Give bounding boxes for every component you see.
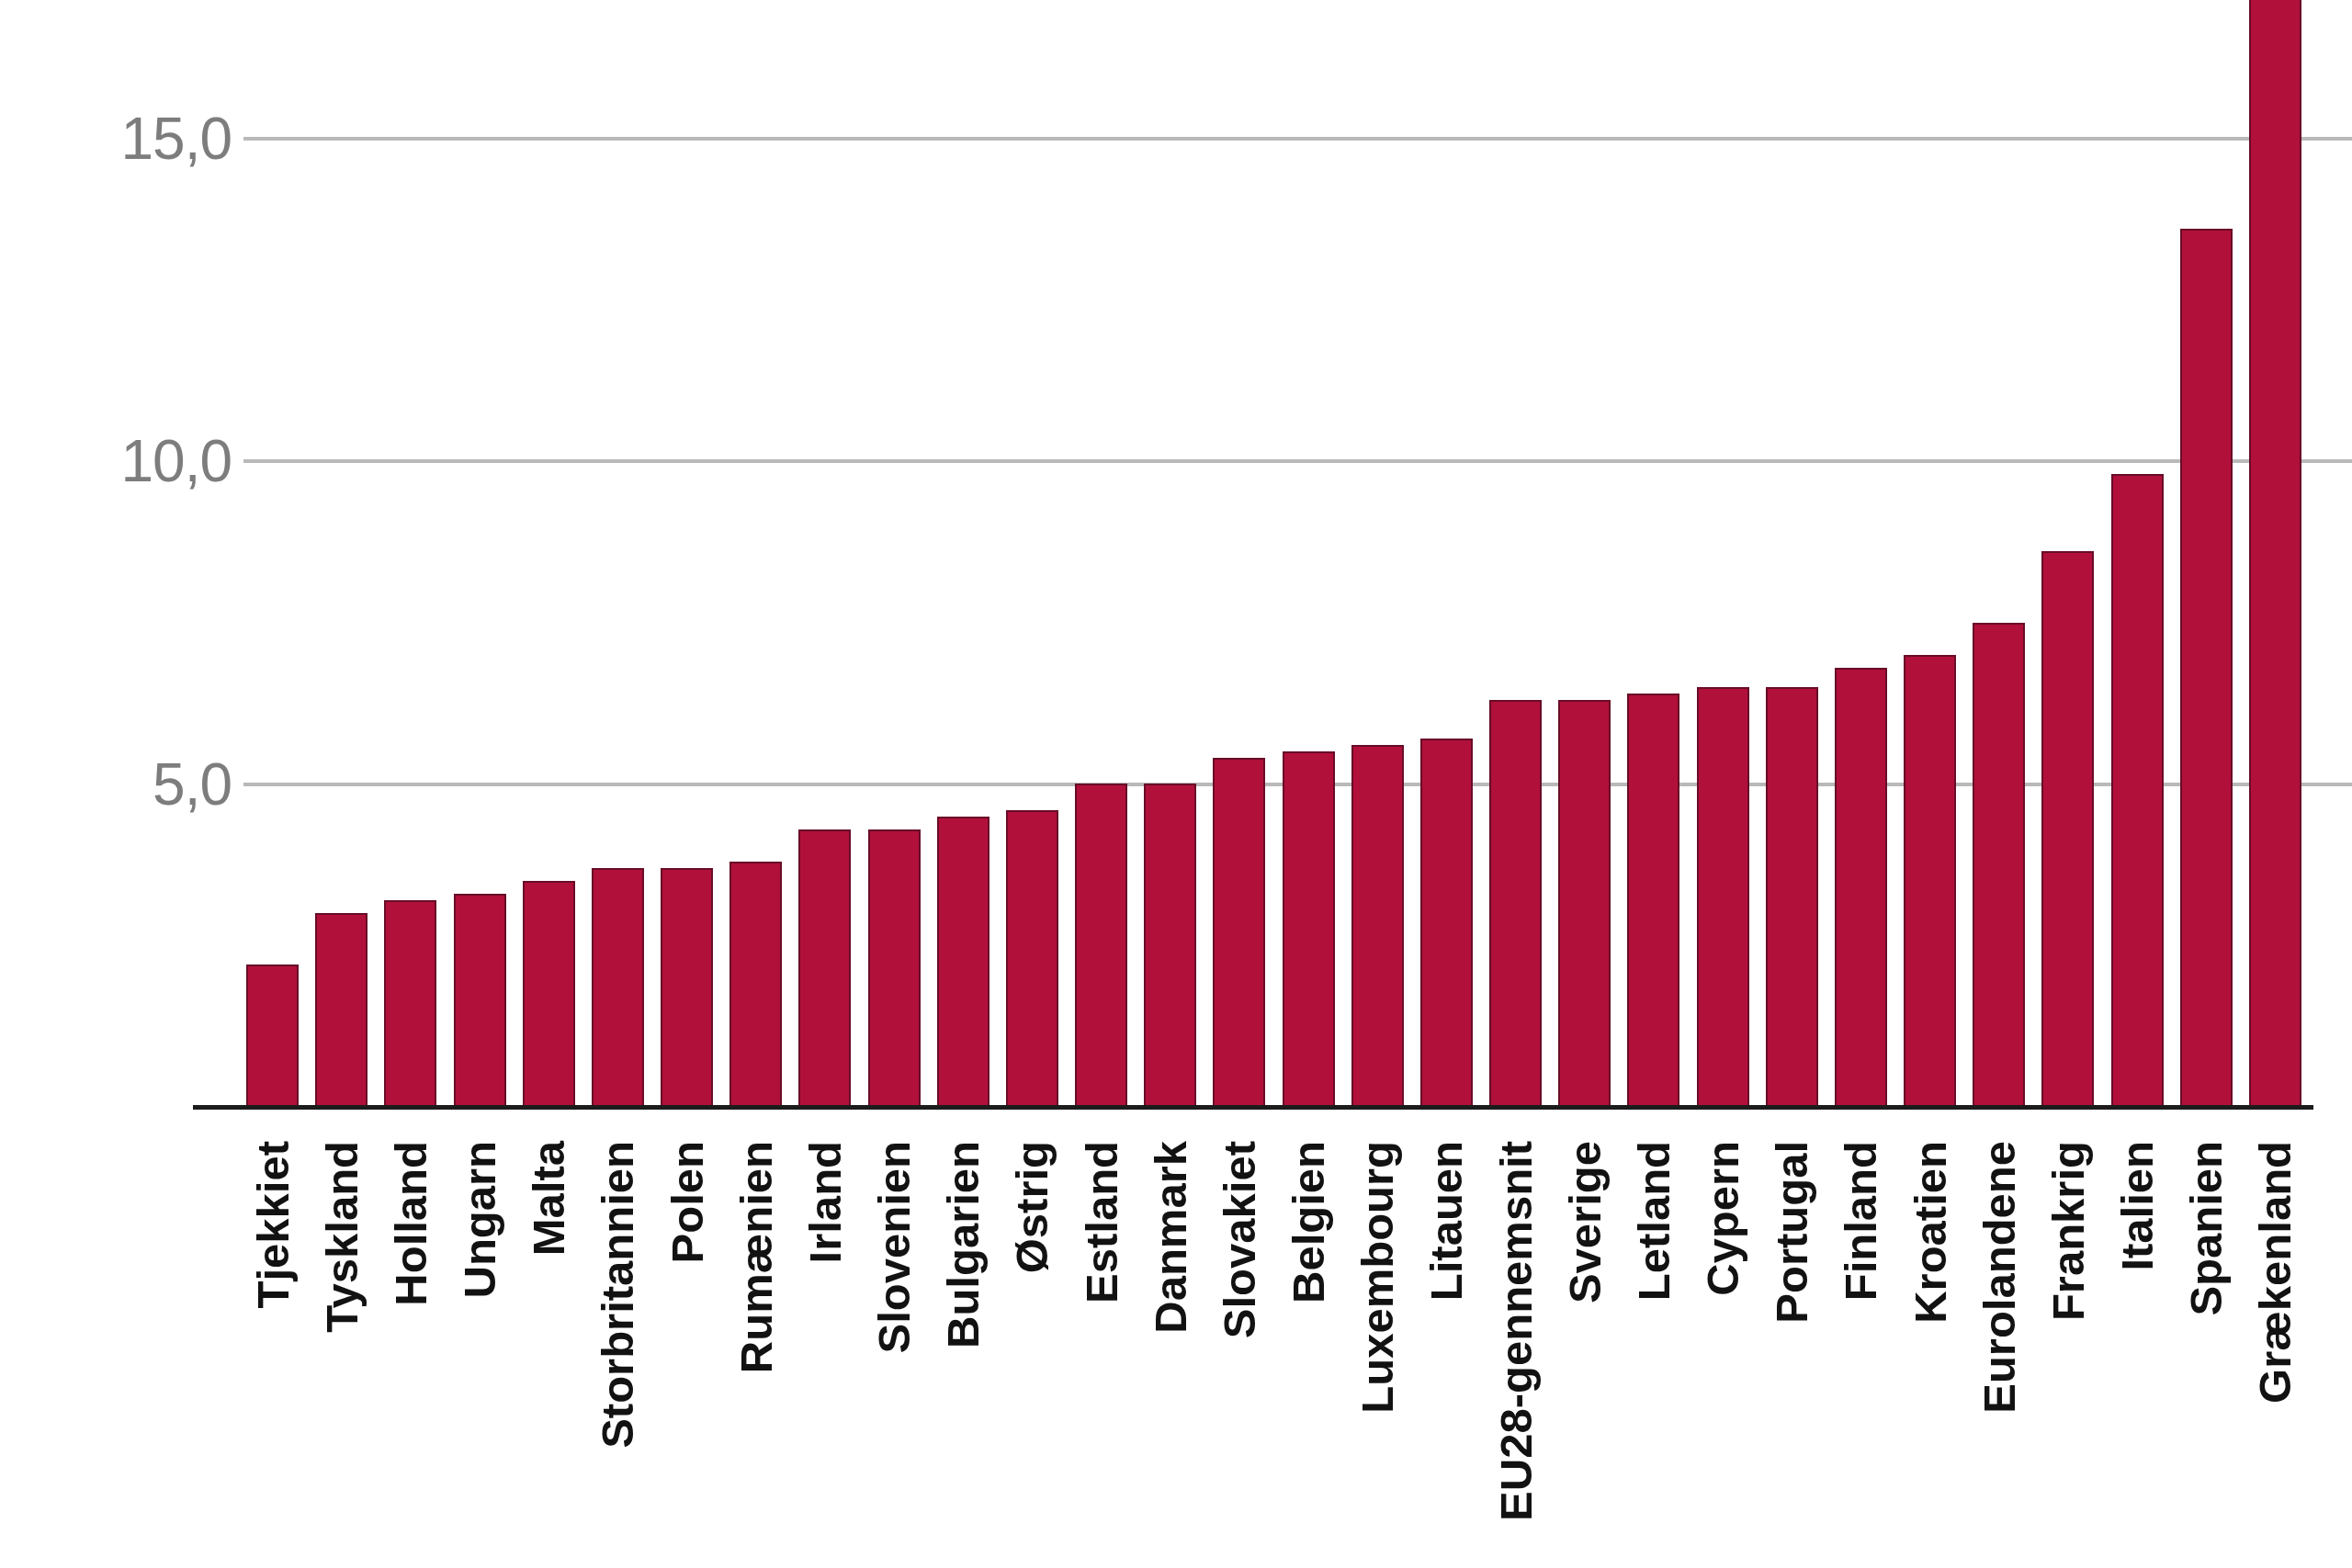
- bar-Irland: [798, 829, 851, 1107]
- bar-Finland: [1835, 668, 1887, 1107]
- bar-Sverige: [1558, 700, 1611, 1107]
- x-tick-label: Eurolandene: [1973, 1141, 2026, 1414]
- x-tick-label: EU28-gennemsnit: [1489, 1141, 1543, 1521]
- x-tick-label: Polen: [661, 1141, 714, 1263]
- x-tick-label: Storbritannien: [591, 1141, 644, 1449]
- x-axis-baseline: [193, 1105, 2313, 1110]
- x-tick-label: Luxembourg: [1351, 1141, 1404, 1414]
- bar-Belgien: [1283, 751, 1335, 1107]
- x-tick-label: Litauen: [1419, 1141, 1473, 1301]
- x-tick-label: Kroatien: [1904, 1141, 1957, 1324]
- bar-Kroatien: [1904, 655, 1956, 1107]
- x-tick-label: Holland: [384, 1141, 437, 1306]
- bar-Holland: [384, 900, 436, 1107]
- x-tick-label: Belgien: [1282, 1141, 1335, 1303]
- y-tick-label: 15,0: [0, 109, 232, 168]
- bar-Eurolandene: [1973, 623, 2025, 1107]
- y-tick-label: 10,0: [0, 432, 232, 491]
- x-tick-label: Cypern: [1696, 1141, 1749, 1296]
- x-tick-label: Estland: [1075, 1141, 1128, 1303]
- bar-Rumænien: [729, 862, 782, 1107]
- x-tick-label: Rumænien: [729, 1141, 783, 1373]
- bar-Slovenien: [868, 829, 921, 1107]
- bar-Frankrig: [2041, 551, 2094, 1107]
- x-tick-label: Frankrig: [2041, 1141, 2095, 1321]
- bar-Bulgarien: [937, 817, 989, 1107]
- x-tick-label: Østrig: [1005, 1141, 1058, 1273]
- unemployment-bar-chart: 5,0 10,0 15,0 Tjekkiet Tyskland Holland Ungar…: [0, 0, 2352, 1568]
- x-tick-label: Slovenien: [867, 1141, 921, 1353]
- x-tick-label: Danmark: [1144, 1141, 1197, 1334]
- bar-Spanien: [2180, 229, 2233, 1107]
- bar-Portugal: [1766, 687, 1818, 1107]
- bar-Malta: [523, 881, 575, 1107]
- x-tick-label: Letland: [1627, 1141, 1680, 1301]
- x-tick-label: Bulgarien: [936, 1141, 989, 1348]
- plot-area: 5,0 10,0 15,0: [0, 0, 2352, 1107]
- bar-Italien: [2111, 474, 2164, 1107]
- bar-Letland: [1627, 694, 1679, 1107]
- x-tick-label: Finland: [1834, 1141, 1887, 1301]
- bar-Slovakiet: [1213, 758, 1265, 1107]
- x-tick-label: Sverige: [1558, 1141, 1611, 1303]
- x-tick-label: Tyskland: [315, 1141, 368, 1333]
- x-tick-label: Grækenland: [2248, 1141, 2301, 1404]
- bar-Storbritannien: [592, 868, 644, 1107]
- x-tick-label: Malta: [522, 1141, 575, 1256]
- bar-Grækenland: [2249, 0, 2301, 1107]
- x-tick-label: Ungarn: [453, 1141, 506, 1299]
- y-tick-label: 5,0: [0, 755, 232, 814]
- bar-Østrig: [1006, 810, 1058, 1107]
- bar-Litauen: [1420, 739, 1473, 1107]
- x-tick-label: Tjekkiet: [246, 1141, 300, 1308]
- x-tick-label: Italien: [2110, 1141, 2164, 1271]
- gridline-15,0: [243, 137, 2352, 141]
- x-tick-label: Portugal: [1765, 1141, 1818, 1324]
- x-tick-label: Irland: [798, 1141, 852, 1263]
- bar-Cypern: [1697, 687, 1749, 1107]
- bar-Tyskland: [315, 913, 368, 1107]
- bar-Luxembourg: [1351, 745, 1404, 1107]
- bar-Estland: [1075, 784, 1127, 1107]
- bar-Tjekkiet: [246, 964, 299, 1107]
- bar-Ungarn: [454, 894, 506, 1107]
- bar-Danmark: [1144, 784, 1196, 1107]
- bar-Polen: [661, 868, 713, 1107]
- gridline-10,0: [243, 459, 2352, 463]
- x-tick-label: Slovakiet: [1213, 1141, 1266, 1338]
- x-tick-label: Spanien: [2179, 1141, 2233, 1316]
- bar-EU28-gennemsnit: [1489, 700, 1542, 1107]
